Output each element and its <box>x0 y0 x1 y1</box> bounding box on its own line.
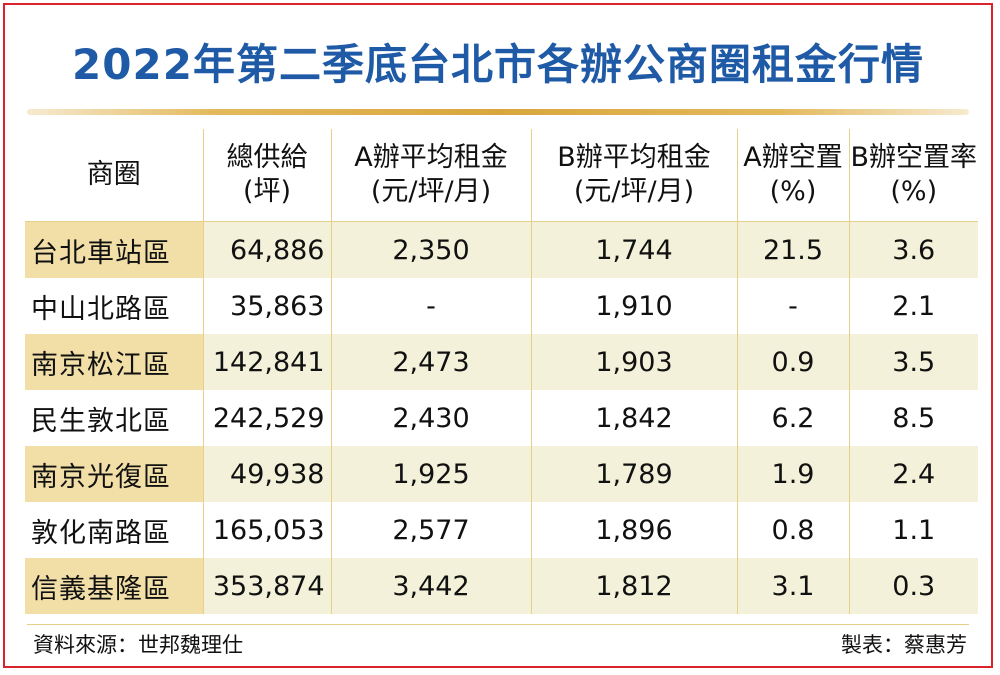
header-district: 商圈 <box>25 129 203 222</box>
b-rent: 1,910 <box>530 278 737 334</box>
table-row: 中山北路區 35,863 - 1,910 - 2.1 <box>25 278 978 334</box>
b-vacancy: 2.4 <box>848 446 978 502</box>
total-supply: 165,053 <box>202 502 331 558</box>
table-row: 敦化南路區 165,053 2,577 1,896 0.8 1.1 <box>25 502 978 558</box>
a-vacancy: 6.2 <box>736 390 849 446</box>
b-vacancy: 0.3 <box>848 558 978 614</box>
b-rent: 1,896 <box>530 502 737 558</box>
a-rent: 2,350 <box>330 221 531 278</box>
district-name: 敦化南路區 <box>31 517 171 549</box>
b-rent: 1,744 <box>530 221 737 278</box>
a-rent: 2,577 <box>330 502 531 558</box>
a-rent: 2,473 <box>330 334 531 390</box>
total-supply: 49,938 <box>202 446 331 502</box>
district-name: 南京光復區 <box>25 446 203 502</box>
total-supply: 35,863 <box>202 278 331 334</box>
b-vacancy: 1.1 <box>848 502 978 558</box>
data-source: 資料來源：世邦魏理仕 <box>33 633 243 657</box>
header-a-vacancy: A辦空置 (%) <box>736 129 849 222</box>
b-rent: 1,842 <box>530 390 737 446</box>
district-name: 信義基隆區 <box>25 558 203 614</box>
table-row: 台北車站區 64,886 2,350 1,744 21.5 3.6 <box>25 221 978 278</box>
header-total-supply: 總供給 (坪) <box>202 129 331 222</box>
a-vacancy: 0.8 <box>736 502 849 558</box>
a-vacancy: 3.1 <box>736 558 849 614</box>
table-footer: 資料來源：世邦魏理仕 製表：蔡惠芳 <box>27 624 969 665</box>
b-vacancy: 3.6 <box>848 221 978 278</box>
table-credit: 製表：蔡惠芳 <box>841 633 967 657</box>
a-vacancy: 0.9 <box>736 334 849 390</box>
a-vacancy: - <box>736 278 849 334</box>
b-rent: 1,903 <box>530 334 737 390</box>
table-header-row: 商圈 總供給 (坪) A辦平均租金 (元/坪/月) B辦平均租金 (元/坪/月)… <box>25 129 978 222</box>
header-a-rent: A辦平均租金 (元/坪/月) <box>330 129 531 222</box>
total-supply: 142,841 <box>202 334 331 390</box>
title-divider <box>27 109 969 115</box>
table-row: 南京光復區 49,938 1,925 1,789 1.9 2.4 <box>25 446 978 502</box>
b-vacancy: 8.5 <box>848 390 978 446</box>
district-name: 台北車站區 <box>25 221 203 278</box>
page-title: 2022年第二季底台北市各辦公商圈租金行情 <box>72 40 924 89</box>
district-name: 民生敦北區 <box>31 405 171 437</box>
district-name: 中山北路區 <box>31 293 171 325</box>
district-name: 南京松江區 <box>25 334 203 390</box>
a-vacancy: 1.9 <box>736 446 849 502</box>
total-supply: 242,529 <box>202 390 331 446</box>
header-b-rent: B辦平均租金 (元/坪/月) <box>530 129 737 222</box>
chart-frame: 2022年第二季底台北市各辦公商圈租金行情 商圈 總供給 (坪) A辦平均租金 <box>3 3 993 668</box>
table-row: 南京松江區 142,841 2,473 1,903 0.9 3.5 <box>25 334 978 390</box>
a-rent: 3,442 <box>330 558 531 614</box>
b-rent: 1,812 <box>530 558 737 614</box>
b-vacancy: 2.1 <box>848 278 978 334</box>
a-rent: 2,430 <box>330 390 531 446</box>
a-rent: - <box>330 278 531 334</box>
b-rent: 1,789 <box>530 446 737 502</box>
b-vacancy: 3.5 <box>848 334 978 390</box>
total-supply: 353,874 <box>202 558 331 614</box>
total-supply: 64,886 <box>202 221 331 278</box>
rent-table: 商圈 總供給 (坪) A辦平均租金 (元/坪/月) B辦平均租金 (元/坪/月)… <box>25 129 978 614</box>
table-row: 信義基隆區 353,874 3,442 1,812 3.1 0.3 <box>25 558 978 614</box>
table-row: 民生敦北區 242,529 2,430 1,842 6.2 8.5 <box>25 390 978 446</box>
a-vacancy: 21.5 <box>736 221 849 278</box>
a-rent: 1,925 <box>330 446 531 502</box>
header-b-vacancy: B辦空置率 (%) <box>848 129 978 222</box>
